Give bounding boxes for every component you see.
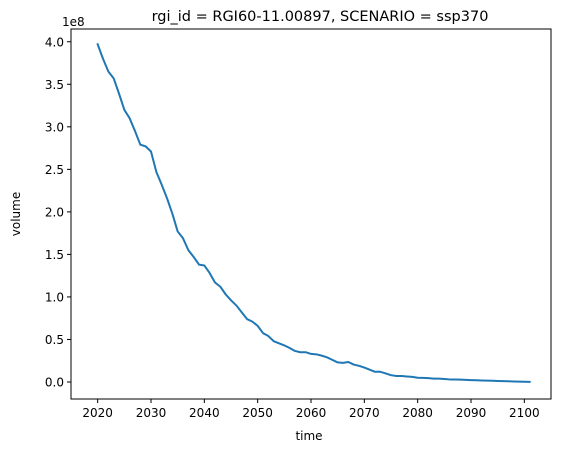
y-tick-label: 0.0 (45, 375, 64, 389)
x-tick-label: 2050 (242, 406, 273, 420)
chart-title: rgi_id = RGI60-11.00897, SCENARIO = ssp3… (152, 9, 489, 25)
y-tick-label: 4.0 (45, 35, 64, 49)
y-tick-label: 2.5 (45, 163, 64, 177)
x-tick-label: 2090 (456, 406, 487, 420)
x-tick-label: 2030 (136, 406, 167, 420)
x-tick-label: 2020 (82, 406, 113, 420)
series-line-0 (96, 43, 531, 383)
y-tick-label: 1.5 (45, 248, 64, 262)
y-tick-label: 3.5 (45, 78, 64, 92)
x-tick-label: 2060 (296, 406, 327, 420)
x-axis-label: time (295, 429, 322, 443)
y-axis-label: volume (9, 192, 23, 236)
y-tick-label: 1.0 (45, 290, 64, 304)
x-tick-label: 2100 (509, 406, 540, 420)
y-tick-label: 3.0 (45, 120, 64, 134)
y-tick-label: 0.5 (45, 333, 64, 347)
y-axis-offset-label: 1e8 (62, 15, 85, 29)
x-tick-label: 2080 (402, 406, 433, 420)
x-tick-label: 2040 (189, 406, 220, 420)
plot-area: 2020 2030 2040 2050 2060 2070 2080 2090 2100 0.0 0… (45, 28, 552, 420)
x-tick-label: 2070 (349, 406, 380, 420)
y-tick-label: 2.0 (45, 205, 64, 219)
